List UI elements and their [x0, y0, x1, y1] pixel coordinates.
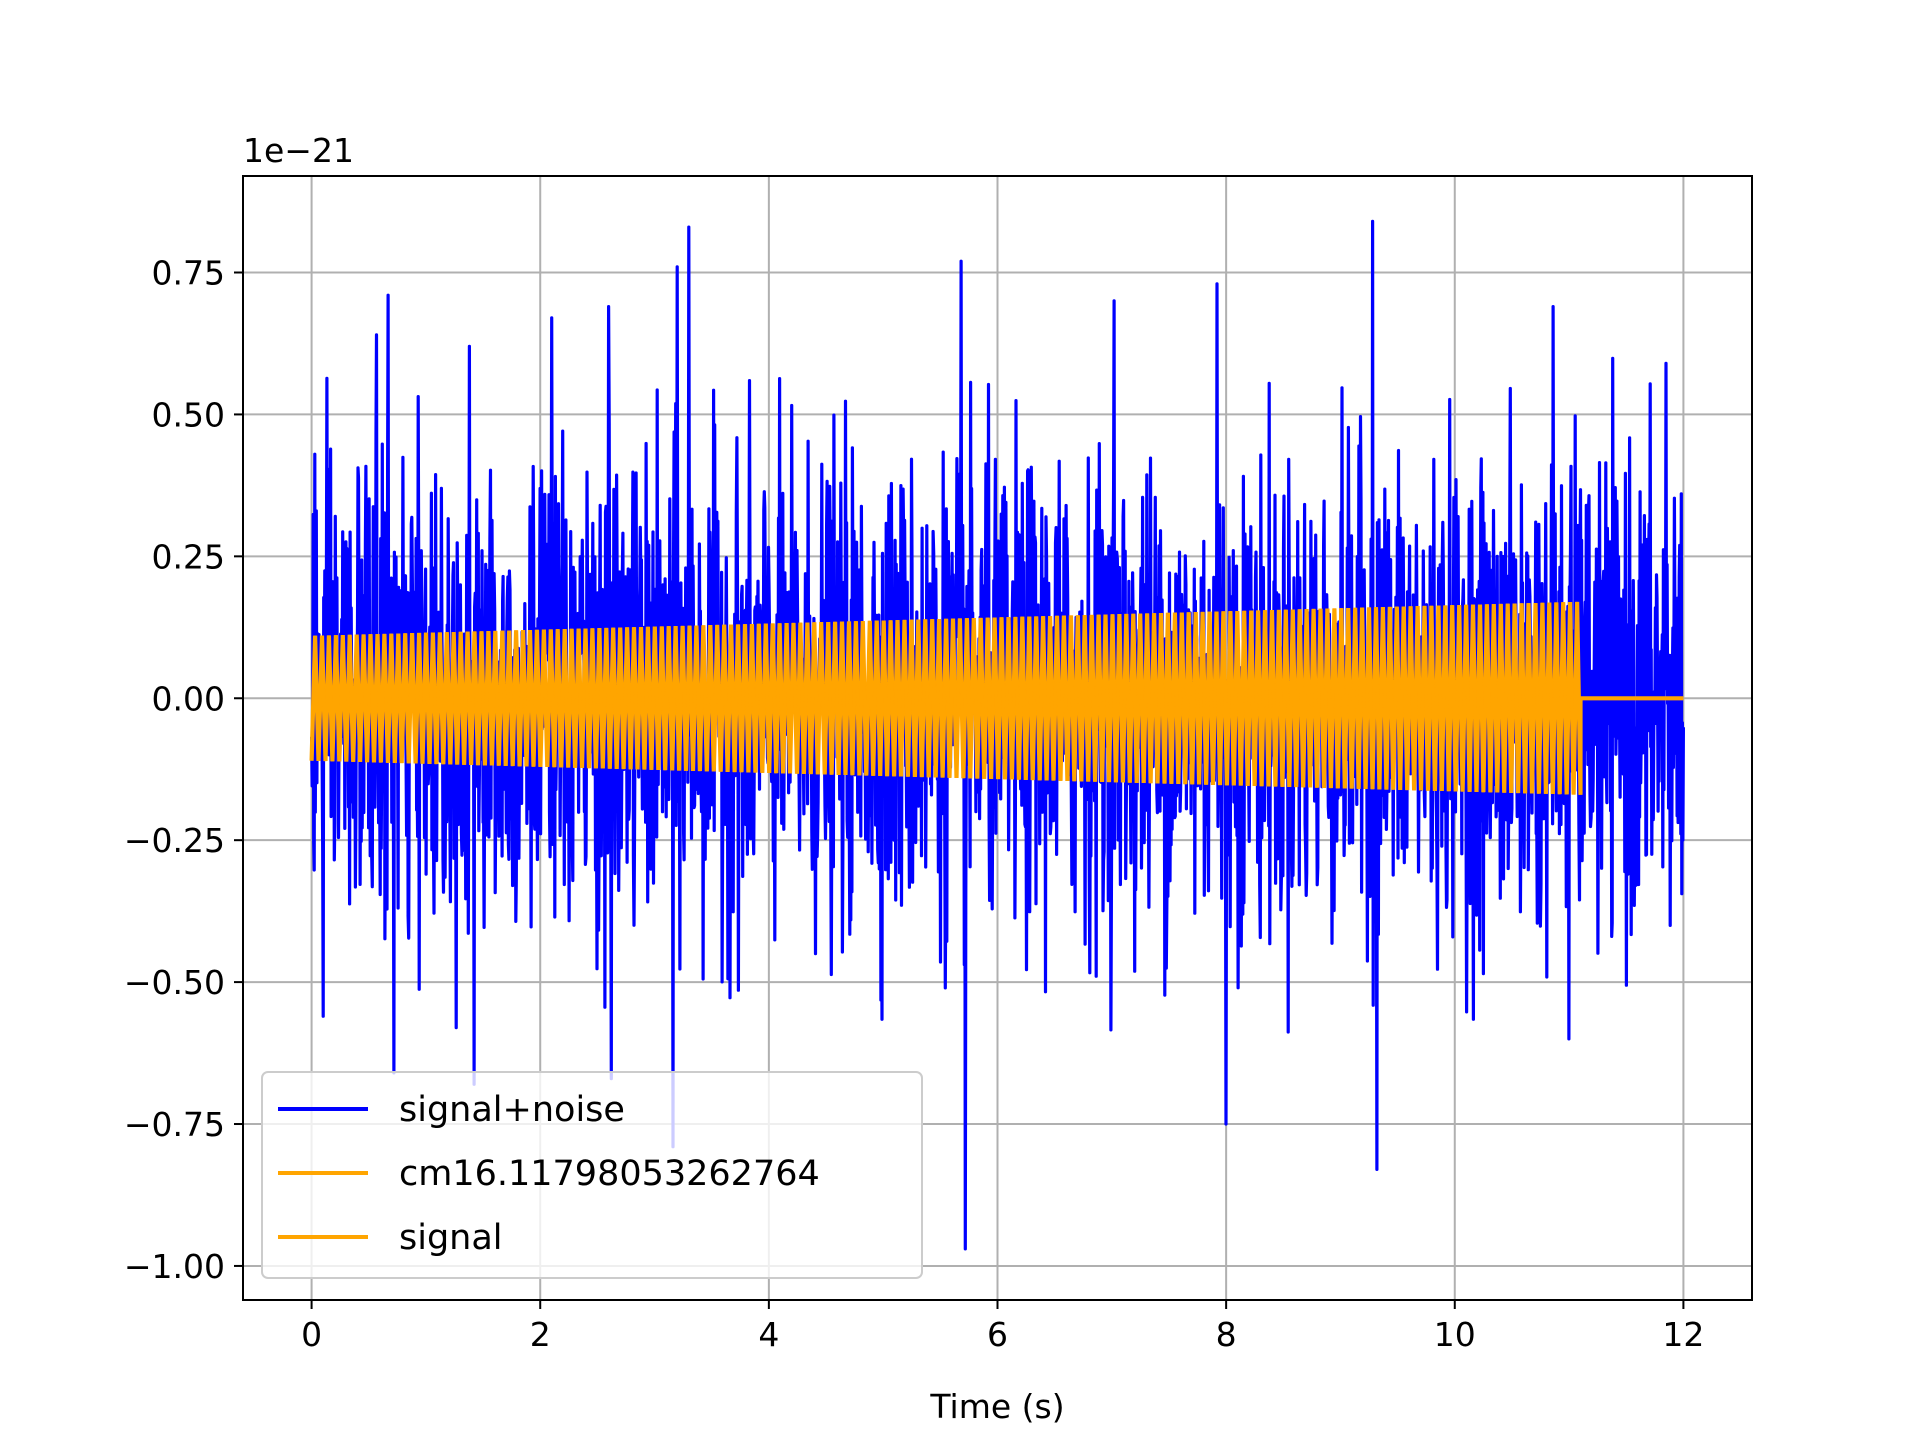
y-tick-label: 0.25 [152, 537, 225, 576]
x-tick-label: 0 [301, 1315, 322, 1354]
legend-label: cm16.11798053262764 [399, 1154, 820, 1194]
plot-area [309, 219, 1685, 1251]
legend: signal+noise cm16.11798053262764 signal [261, 1071, 923, 1279]
x-tick-label: 10 [1434, 1315, 1476, 1354]
y-offset-label: 1e−21 [243, 131, 354, 170]
y-tick-label: 0.75 [152, 254, 225, 293]
y-tick-label: 0.00 [152, 679, 225, 718]
legend-label: signal+noise [399, 1090, 625, 1130]
x-axis-label: Time (s) [929, 1387, 1064, 1426]
y-tick-label: −0.25 [124, 821, 225, 860]
y-tick-label: −0.75 [124, 1105, 225, 1144]
x-tick-label: 2 [530, 1315, 551, 1354]
x-tick-label: 12 [1662, 1315, 1704, 1354]
legend-box [261, 1071, 923, 1279]
series-cm [310, 601, 1582, 795]
y-tick-label: −0.50 [124, 963, 225, 1002]
legend-label: signal [399, 1218, 503, 1258]
x-tick-label: 6 [987, 1315, 1008, 1354]
x-tick-label: 4 [758, 1315, 779, 1354]
x-tick-label: 8 [1216, 1315, 1237, 1354]
y-tick-label: 0.50 [152, 395, 225, 434]
axis-ticks: 0 2 4 6 8 10 12 −1.00 −0.75 −0.50 −0.25 0.00 0.25 0.5… [124, 254, 1705, 1354]
y-tick-label: −1.00 [124, 1247, 225, 1286]
